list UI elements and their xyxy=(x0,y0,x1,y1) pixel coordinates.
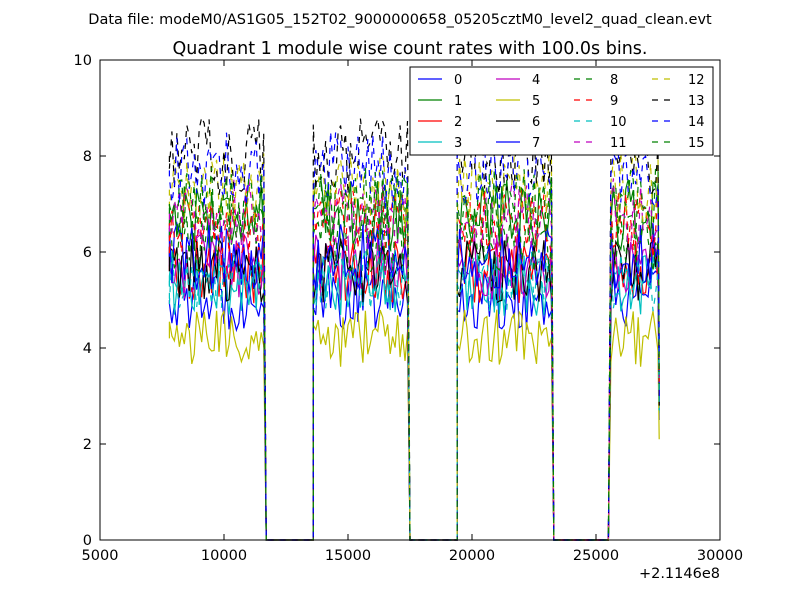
y-tick-label: 2 xyxy=(83,437,92,453)
series-line-12 xyxy=(168,151,660,541)
y-tick-label: 4 xyxy=(83,341,92,357)
legend-label-8: 8 xyxy=(610,73,618,88)
legend-label-7: 7 xyxy=(532,136,540,151)
legend-label-1: 1 xyxy=(454,94,462,109)
legend-label-9: 9 xyxy=(610,94,618,109)
x-tick-label: 30000 xyxy=(697,548,743,564)
legend-label-12: 12 xyxy=(688,73,705,88)
legend-label-4: 4 xyxy=(532,73,540,88)
series-line-5 xyxy=(168,309,660,541)
series-line-9 xyxy=(168,188,660,541)
y-tick-label: 6 xyxy=(83,245,92,261)
series-line-2 xyxy=(168,239,660,541)
legend-label-15: 15 xyxy=(688,136,705,151)
series-line-10 xyxy=(168,249,660,541)
x-tick-label: 25000 xyxy=(573,548,619,564)
legend-label-11: 11 xyxy=(610,136,627,151)
y-tick-label: 8 xyxy=(83,149,92,165)
x-tick-label: 5000 xyxy=(82,548,119,564)
x-tick-label: 15000 xyxy=(325,548,371,564)
legend-label-14: 14 xyxy=(688,115,705,130)
legend-label-0: 0 xyxy=(454,73,462,88)
series-line-11 xyxy=(168,178,660,541)
series-line-15 xyxy=(168,166,660,541)
x-tick-label: 10000 xyxy=(201,548,247,564)
series-layer xyxy=(168,115,660,541)
y-tick-label: 10 xyxy=(74,53,92,69)
legend-label-5: 5 xyxy=(532,94,540,109)
x-tick-label: 20000 xyxy=(449,548,495,564)
chart-title: Quadrant 1 module wise count rates with … xyxy=(173,39,648,59)
plot-border xyxy=(99,59,721,541)
series-line-14 xyxy=(168,131,660,541)
legend-label-6: 6 xyxy=(532,115,540,130)
legend-label-3: 3 xyxy=(454,136,462,151)
datafile-label: Data file: modeM0/AS1G05_152T02_90000006… xyxy=(88,12,712,28)
series-line-3 xyxy=(168,253,660,541)
legend-label-10: 10 xyxy=(610,115,627,130)
legend-label-13: 13 xyxy=(688,94,705,109)
legend-label-2: 2 xyxy=(454,115,462,130)
legend-box xyxy=(409,66,714,156)
y-tick-label: 0 xyxy=(83,533,92,549)
x-offset-label: +2.1146e8 xyxy=(639,566,720,582)
